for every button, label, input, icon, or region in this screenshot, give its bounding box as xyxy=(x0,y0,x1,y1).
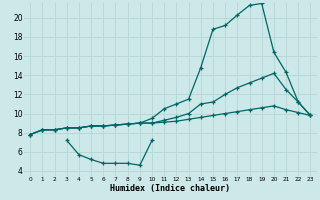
X-axis label: Humidex (Indice chaleur): Humidex (Indice chaleur) xyxy=(110,184,230,193)
